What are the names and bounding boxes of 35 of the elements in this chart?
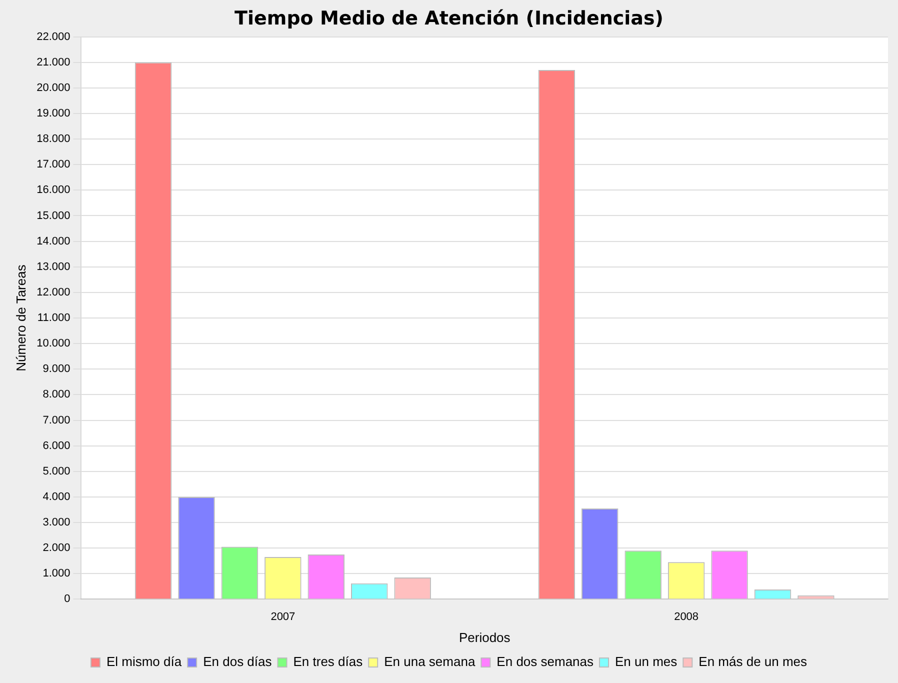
y-tick-label: 2.000 bbox=[42, 542, 70, 554]
chart-title: Tiempo Medio de Atención (Incidencias) bbox=[234, 7, 664, 30]
y-tick-label: 10.000 bbox=[36, 338, 70, 350]
y-tick-label: 13.000 bbox=[36, 260, 70, 273]
legend-label: En dos semanas bbox=[496, 654, 594, 670]
legend-label: En un mes bbox=[615, 654, 678, 670]
y-tick-label: 21.000 bbox=[36, 56, 70, 68]
legend-label: En dos días bbox=[203, 654, 272, 670]
y-tick-label: 1.000 bbox=[42, 568, 70, 580]
x-tick-label: 2008 bbox=[674, 610, 699, 623]
y-tick-label: 19.000 bbox=[36, 108, 70, 120]
y-tick-label: 17.000 bbox=[36, 158, 70, 171]
y-tick-label: 7.000 bbox=[42, 414, 70, 426]
y-tick-label: 14.000 bbox=[36, 235, 70, 248]
y-tick-label: 18.000 bbox=[36, 133, 70, 146]
y-tick-label: 11.000 bbox=[37, 312, 70, 324]
legend-label: En tres días bbox=[293, 654, 364, 670]
legend-label: El mismo día bbox=[106, 654, 182, 670]
x-axis-title: Periodos bbox=[458, 630, 511, 645]
y-tick-label: 20.000 bbox=[36, 82, 70, 94]
y-tick-label: 4.000 bbox=[42, 490, 70, 503]
y-tick-label: 12.000 bbox=[36, 286, 70, 298]
y-tick-label: 15.000 bbox=[36, 210, 70, 222]
y-tick-label: 5.000 bbox=[42, 465, 70, 478]
y-tick-label: 3.000 bbox=[42, 516, 70, 529]
legend-label: En más de un mes bbox=[698, 654, 808, 670]
y-tick-label: 22.000 bbox=[36, 30, 70, 43]
y-tick-label: 6.000 bbox=[42, 440, 70, 452]
legend-label: En una semana bbox=[384, 654, 476, 670]
x-tick-label: 2007 bbox=[270, 610, 296, 623]
y-tick-label: 16.000 bbox=[36, 184, 70, 196]
y-tick-label: 9.000 bbox=[42, 363, 70, 376]
y-axis-title: Número de Tareas bbox=[13, 264, 28, 372]
y-tick-label: 8.000 bbox=[42, 388, 70, 401]
y-tick-label: 0 bbox=[64, 593, 70, 606]
